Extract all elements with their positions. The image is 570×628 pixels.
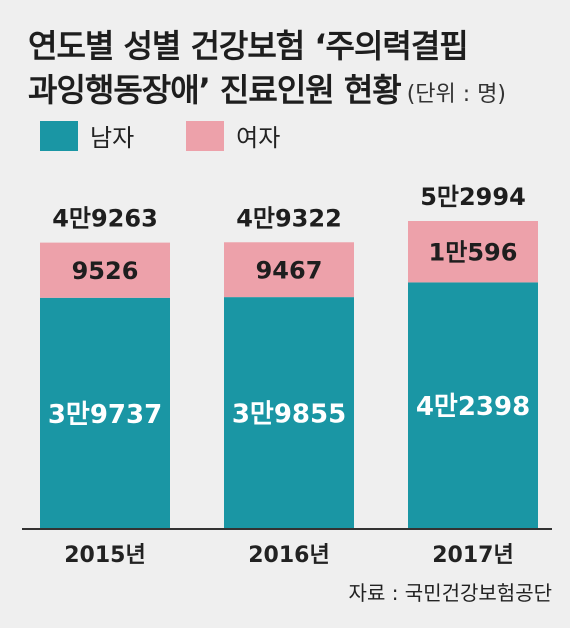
legend-swatch-female xyxy=(186,120,225,151)
bar-female xyxy=(40,242,170,298)
legend-item-female: 여자 xyxy=(186,118,280,153)
legend-label-male: 남자 xyxy=(90,124,135,152)
label-total: 4만9322 xyxy=(236,204,342,232)
legend-swatch-male xyxy=(40,120,78,151)
bar-male xyxy=(40,297,170,528)
label-female: 9526 xyxy=(72,257,139,285)
bar-female xyxy=(408,221,538,283)
legend-item-male: 남자 xyxy=(40,118,134,153)
label-female: 1만596 xyxy=(429,239,518,267)
x-tick-label: 2017년 xyxy=(432,543,513,568)
unit-label: (단위 : 명) xyxy=(406,82,507,107)
label-male: 3만9855 xyxy=(232,400,346,430)
label-total: 4만9263 xyxy=(52,205,158,233)
legend: 남자 여자 xyxy=(40,118,332,153)
label-male: 3만9737 xyxy=(48,400,162,430)
bar-female xyxy=(224,242,354,298)
source-note: 자료 : 국민건강보험공단 xyxy=(348,581,552,605)
legend-label-female: 여자 xyxy=(236,124,281,152)
label-male: 4만2398 xyxy=(416,392,530,422)
bar-male xyxy=(224,297,354,528)
label-total: 5만2994 xyxy=(420,183,526,211)
bar-male xyxy=(408,282,538,528)
chart-title: 연도별 성별 건강보험 ‘주의력결핍 과잉행동장애’ 진료인원 현황 (단위 : … xyxy=(28,24,558,117)
title-line-2: 과잉행동장애’ 진료인원 현황 (단위 : 명) xyxy=(28,68,558,117)
label-female: 9467 xyxy=(256,257,323,285)
title-line-1: 연도별 성별 건강보험 ‘주의력결핍 xyxy=(28,27,469,65)
title-line-2-text: 과잉행동장애’ 진료인원 현황 xyxy=(28,71,402,109)
x-tick-label: 2015년 xyxy=(64,543,145,568)
x-tick-label: 2016년 xyxy=(248,543,329,568)
